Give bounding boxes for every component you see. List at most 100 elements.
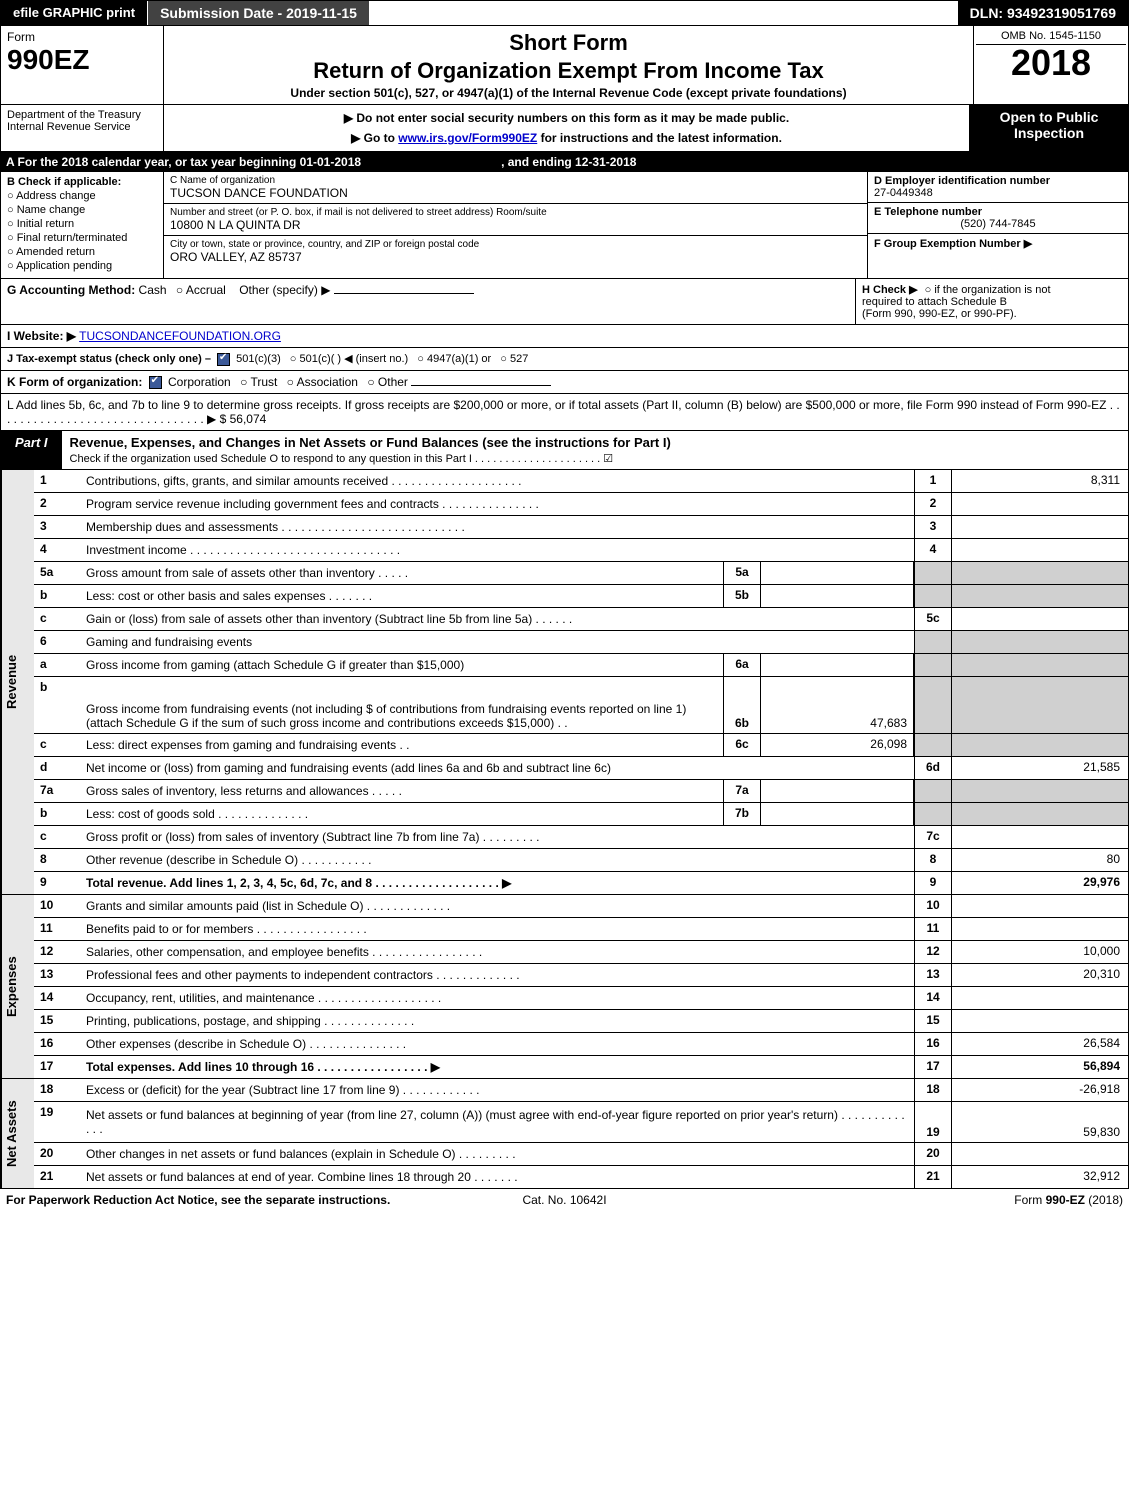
other-specify-input[interactable] (334, 293, 474, 294)
cash-label: Cash (139, 283, 167, 297)
section-b: B Check if applicable: ○ Address change … (1, 172, 164, 278)
form-number-block: Form 990EZ (1, 26, 164, 104)
dept-treasury: Department of the Treasury Internal Reve… (1, 105, 164, 151)
line-num: 13 (34, 964, 82, 986)
mini-num: 6a (723, 654, 761, 676)
opt-527: 527 (510, 353, 528, 365)
part1-tab: Part I (1, 431, 62, 469)
line-1: 1 Contributions, gifts, grants, and simi… (34, 470, 1128, 493)
line-num: 9 (34, 872, 82, 894)
line-rval (952, 987, 1128, 1009)
line-desc: Gain or (loss) from sale of assets other… (82, 608, 914, 630)
cb-501c3[interactable] (217, 353, 230, 366)
line-desc: Gross amount from sale of assets other t… (82, 562, 723, 584)
line-desc: Total revenue. Add lines 1, 2, 3, 4, 5c,… (82, 872, 914, 894)
line-rnum: 15 (914, 1010, 952, 1032)
line-num: a (34, 654, 82, 676)
line-rnum: 9 (914, 872, 952, 894)
line-rnum-shade (914, 562, 952, 584)
line-num: 17 (34, 1056, 82, 1078)
line-num: c (34, 826, 82, 848)
goto-link-line: ▶ Go to www.irs.gov/Form990EZ for instru… (170, 131, 963, 145)
line-16: 16 Other expenses (describe in Schedule … (34, 1033, 1128, 1056)
inspection-badge: Open to Public Inspection (969, 105, 1128, 151)
line-num: 11 (34, 918, 82, 940)
org-address-cell: Number and street (or P. O. box, if mail… (164, 204, 867, 236)
line-12: 12 Salaries, other compensation, and emp… (34, 941, 1128, 964)
cb-amended-return[interactable]: ○ Amended return (7, 246, 157, 258)
line-20: 20 Other changes in net assets or fund b… (34, 1143, 1128, 1166)
line-num: 7a (34, 780, 82, 802)
line-rval: 59,830 (952, 1102, 1128, 1142)
line-desc: Occupancy, rent, utilities, and maintena… (82, 987, 914, 1009)
mini-num: 5a (723, 562, 761, 584)
tax-period-row: A For the 2018 calendar year, or tax yea… (0, 152, 1129, 172)
other-org-input[interactable] (411, 385, 551, 386)
line-rnum-shade (914, 631, 952, 653)
line-rval: 21,585 (952, 757, 1128, 779)
line-num: 15 (34, 1010, 82, 1032)
line-desc: Excess or (deficit) for the year (Subtra… (82, 1079, 914, 1101)
mini-num: 5b (723, 585, 761, 607)
org-name: TUCSON DANCE FOUNDATION (170, 186, 861, 200)
top-bar: efile GRAPHIC print Submission Date - 20… (0, 0, 1129, 26)
catalog-number: Cat. No. 10642I (522, 1193, 606, 1207)
line-desc: Professional fees and other payments to … (82, 964, 914, 986)
line-num: 6 (34, 631, 82, 653)
expenses-lines: 10 Grants and similar amounts paid (list… (34, 895, 1128, 1078)
cb-corporation[interactable] (149, 376, 162, 389)
tax-year: 2018 (976, 45, 1126, 81)
line-num: 19 (34, 1102, 82, 1142)
line-rnum: 19 (914, 1102, 952, 1142)
revenue-lines: 1 Contributions, gifts, grants, and simi… (34, 470, 1128, 894)
line-rnum: 20 (914, 1143, 952, 1165)
org-address: 10800 N LA QUINTA DR (170, 218, 861, 232)
mini-num: 7a (723, 780, 761, 802)
line-rval-shade (952, 631, 1128, 653)
line-rval-shade (952, 585, 1128, 607)
line-7c: c Gross profit or (loss) from sales of i… (34, 826, 1128, 849)
cb-final-return[interactable]: ○ Final return/terminated (7, 232, 157, 244)
line-num: 8 (34, 849, 82, 871)
line-rval (952, 516, 1128, 538)
instructions-block: ▶ Do not enter social security numbers o… (164, 105, 969, 151)
line-desc: Membership dues and assessments . . . . … (82, 516, 914, 538)
cb-application-pending[interactable]: ○ Application pending (7, 260, 157, 272)
line-rval-shade (952, 734, 1128, 756)
cb-initial-return[interactable]: ○ Initial return (7, 218, 157, 230)
line-num: 2 (34, 493, 82, 515)
line-rval: 10,000 (952, 941, 1128, 963)
line-desc: Less: cost of goods sold . . . . . . . .… (82, 803, 723, 825)
line-num: d (34, 757, 82, 779)
part1-header: Part I Revenue, Expenses, and Changes in… (0, 431, 1129, 470)
return-title: Return of Organization Exempt From Incom… (168, 58, 969, 84)
line-desc: Benefits paid to or for members . . . . … (82, 918, 914, 940)
mini-num: 7b (723, 803, 761, 825)
line-8: 8 Other revenue (describe in Schedule O)… (34, 849, 1128, 872)
dln-number: DLN: 93492319051769 (958, 1, 1128, 25)
line-rnum: 10 (914, 895, 952, 917)
telephone-value: (520) 744-7845 (874, 218, 1122, 230)
line-desc: Net assets or fund balances at end of ye… (82, 1166, 914, 1188)
line-rnum: 8 (914, 849, 952, 871)
line-5c: c Gain or (loss) from sale of assets oth… (34, 608, 1128, 631)
group-exemption-cell: F Group Exemption Number ▶ (868, 234, 1128, 253)
line-desc: Less: direct expenses from gaming and fu… (82, 734, 723, 756)
efile-print-button[interactable]: efile GRAPHIC print (1, 1, 148, 25)
opt-corporation: Corporation (168, 375, 231, 389)
line-rval: 26,584 (952, 1033, 1128, 1055)
cb-name-change[interactable]: ○ Name change (7, 204, 157, 216)
line-rnum: 17 (914, 1056, 952, 1078)
form-ref: Form 990-EZ (2018) (607, 1193, 1123, 1207)
website-link[interactable]: TUCSONDANCEFOUNDATION.ORG (79, 329, 281, 343)
line-rval-shade (952, 654, 1128, 676)
page-footer: For Paperwork Reduction Act Notice, see … (0, 1189, 1129, 1211)
row-gross-receipts: L Add lines 5b, 6c, and 7b to line 9 to … (0, 394, 1129, 431)
line-rnum: 5c (914, 608, 952, 630)
line-rnum: 21 (914, 1166, 952, 1188)
line-desc: Less: cost or other basis and sales expe… (82, 585, 723, 607)
accrual-label: Accrual (186, 283, 226, 297)
cb-address-change[interactable]: ○ Address change (7, 190, 157, 202)
irs-link[interactable]: www.irs.gov/Form990EZ (398, 131, 537, 145)
org-city-label: City or town, state or province, country… (170, 239, 861, 250)
